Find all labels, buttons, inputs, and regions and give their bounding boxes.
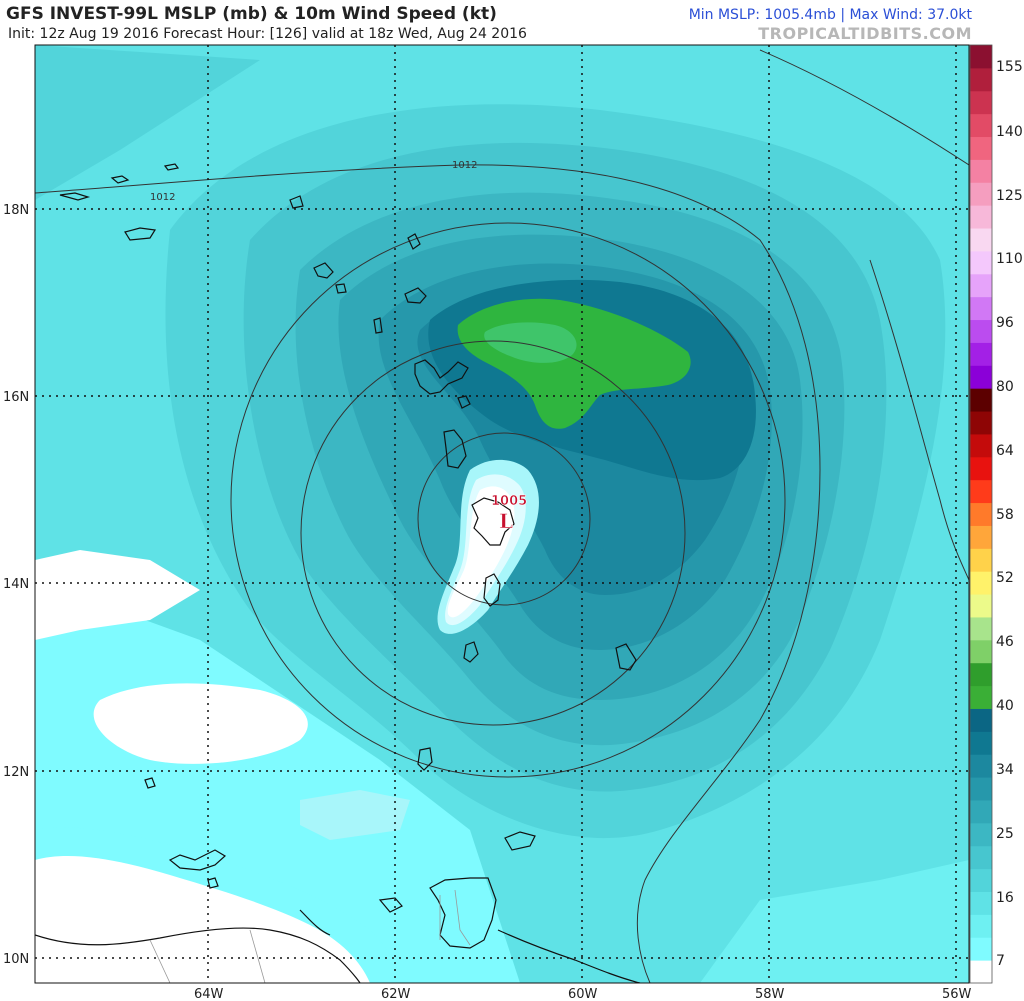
colorbar-tick-label: 16 [996,890,1014,906]
colorbar-tick-label: 25 [996,826,1014,842]
lat-label: 14N [3,577,29,592]
colorbar-swatch [970,845,992,870]
colorbar-swatch [970,937,992,961]
colorbar-swatch [970,639,992,664]
lon-label: 60W [568,987,598,1001]
colorbar-tick-label: 110 [996,251,1023,267]
colorbar-tick-label: 125 [996,188,1023,204]
colorbar-swatch [970,479,992,504]
colorbar-tick-label: 80 [996,379,1014,395]
colorbar-swatch [970,914,992,938]
colorbar-swatch [970,525,992,549]
colorbar-swatch [970,616,992,641]
colorbar-swatch [970,754,992,778]
colorbar-swatch [970,205,992,229]
lat-label: 12N [3,765,29,780]
wind-speed-colorbar: 155 140 125 110 96 80 64 58 52 46 40 34 25 16 7 [969,44,1023,984]
lat-label: 10N [3,952,29,967]
colorbar-swatch [970,365,992,389]
colorbar-swatch [970,319,992,343]
colorbar-swatch [970,45,992,69]
lon-label: 64W [194,987,224,1001]
isobars [35,49,969,983]
colorbar-tick-label: 96 [996,315,1014,331]
map-subtitle: Init: 12z Aug 19 2016 Forecast Hour: [12… [8,26,527,42]
brand-watermark: TROPICALTIDBITS.COM [758,24,972,43]
colorbar-swatch [970,960,992,984]
colorbar-swatch [970,388,992,412]
colorbar-swatch [970,662,992,687]
colorbar-swatch [970,502,992,526]
low-pressure-center: 1005 L [491,494,528,534]
colorbar-swatch [970,228,992,252]
colorbar-swatch [970,296,992,321]
colorbar-swatch [970,868,992,892]
low-pressure-symbol: L [499,509,513,533]
colorbar-tick-label: 58 [996,507,1014,523]
lat-label: 16N [3,390,29,405]
colorbar-swatch [970,90,992,115]
colorbar-swatch [970,433,992,458]
colorbar-swatch [970,594,992,618]
colorbar-swatch [970,136,992,160]
lat-lon-grid [35,45,969,983]
colorbar-swatch [970,342,992,366]
colorbar-tick-label: 7 [996,953,1005,969]
colorbar-tick-label: 40 [996,698,1014,714]
colorbar-swatch [970,182,992,206]
colorbar-tick-label: 46 [996,634,1014,650]
storm-stats: Min MSLP: 1005.4mb | Max Wind: 37.0kt [688,7,972,23]
colorbar-swatch [970,273,992,298]
coastlines [35,163,641,983]
colorbar-swatch [970,67,992,92]
isobar-label: 1012 [150,192,175,203]
colorbar-swatch [970,891,992,915]
lat-label: 18N [3,203,29,218]
lon-label: 62W [381,987,411,1001]
isobar-label: 1012 [452,160,477,171]
colorbar-swatch [970,113,992,138]
colorbar-tick-label: 155 [996,59,1023,75]
colorbar-swatch [970,571,992,595]
borders [149,889,471,983]
colorbar-swatch [970,411,992,435]
colorbar-swatch [970,777,992,801]
colorbar-tick-label: 34 [996,762,1014,778]
colorbar-tick-label: 64 [996,443,1014,459]
colorbar-swatch [970,159,992,183]
colorbar-frame [969,44,993,984]
colorbar-swatch [970,685,992,709]
colorbar-swatch [970,799,992,824]
low-pressure-value: 1005 [491,494,527,509]
colorbar-swatch [970,456,992,481]
colorbar-swatch [970,548,992,572]
colorbar-tick-label: 52 [996,570,1014,586]
colorbar-swatch [970,250,992,275]
colorbar-swatch [970,822,992,847]
map-title: GFS INVEST-99L MSLP (mb) & 10m Wind Spee… [6,4,497,24]
colorbar-swatch [970,731,992,755]
colorbar-tick-label: 140 [996,124,1023,140]
colorbar-swatch [970,708,992,732]
lon-label: 56W [942,987,972,1001]
plot-frame [34,44,970,984]
lon-label: 58W [755,987,785,1001]
